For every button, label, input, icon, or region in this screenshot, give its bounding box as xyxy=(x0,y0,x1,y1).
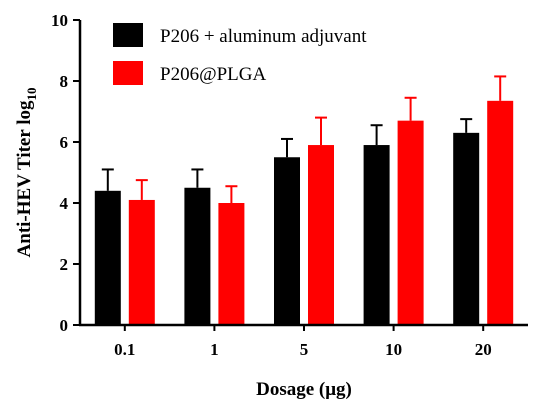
legend-swatch-1 xyxy=(113,23,143,47)
bar-2-1 xyxy=(128,199,155,325)
x-axis-title: Dosage (μg) xyxy=(256,379,352,400)
bar-2-3 xyxy=(308,145,334,325)
bar-1-2 xyxy=(184,187,211,325)
y-axis-title-subscript: 10 xyxy=(24,88,39,101)
bar-2-2 xyxy=(218,203,245,325)
y-axis-title-main: Anti-HEV Titer log xyxy=(14,100,35,257)
legend-swatch-2 xyxy=(113,61,143,85)
x-tick-label-4: 10 xyxy=(385,340,402,359)
bars-layer xyxy=(94,75,514,326)
y-tick-label-3: 4 xyxy=(60,194,69,213)
legend-label-1: P206 + aluminum adjuvant xyxy=(160,26,367,47)
bar-2-5 xyxy=(487,100,514,325)
x-tick-label-1: 0.1 xyxy=(114,340,135,359)
bar-1-4 xyxy=(363,145,390,325)
bar-2-4 xyxy=(397,120,424,326)
y-axis-title: Anti-HEV Titer log10 xyxy=(14,88,39,258)
y-tick-label-6: 10 xyxy=(51,11,68,30)
legend: P206 + aluminum adjuvant P206@PLGA xyxy=(113,23,367,85)
x-tick-label-3: 5 xyxy=(300,340,309,359)
axes-layer: 0.1 1 5 10 20 0 2 4 6 8 10 xyxy=(51,11,528,359)
y-tick-label-4: 6 xyxy=(60,133,69,152)
x-tick-label-5: 20 xyxy=(475,340,492,359)
bar-1-5 xyxy=(453,132,480,325)
y-tick-label-5: 8 xyxy=(60,72,69,91)
legend-label-2: P206@PLGA xyxy=(160,64,266,85)
bar-1-1 xyxy=(94,190,121,325)
bar-1-3 xyxy=(274,157,300,325)
y-tick-label-2: 2 xyxy=(60,255,69,274)
x-tick-label-2: 1 xyxy=(210,340,219,359)
y-tick-label-1: 0 xyxy=(60,316,69,335)
